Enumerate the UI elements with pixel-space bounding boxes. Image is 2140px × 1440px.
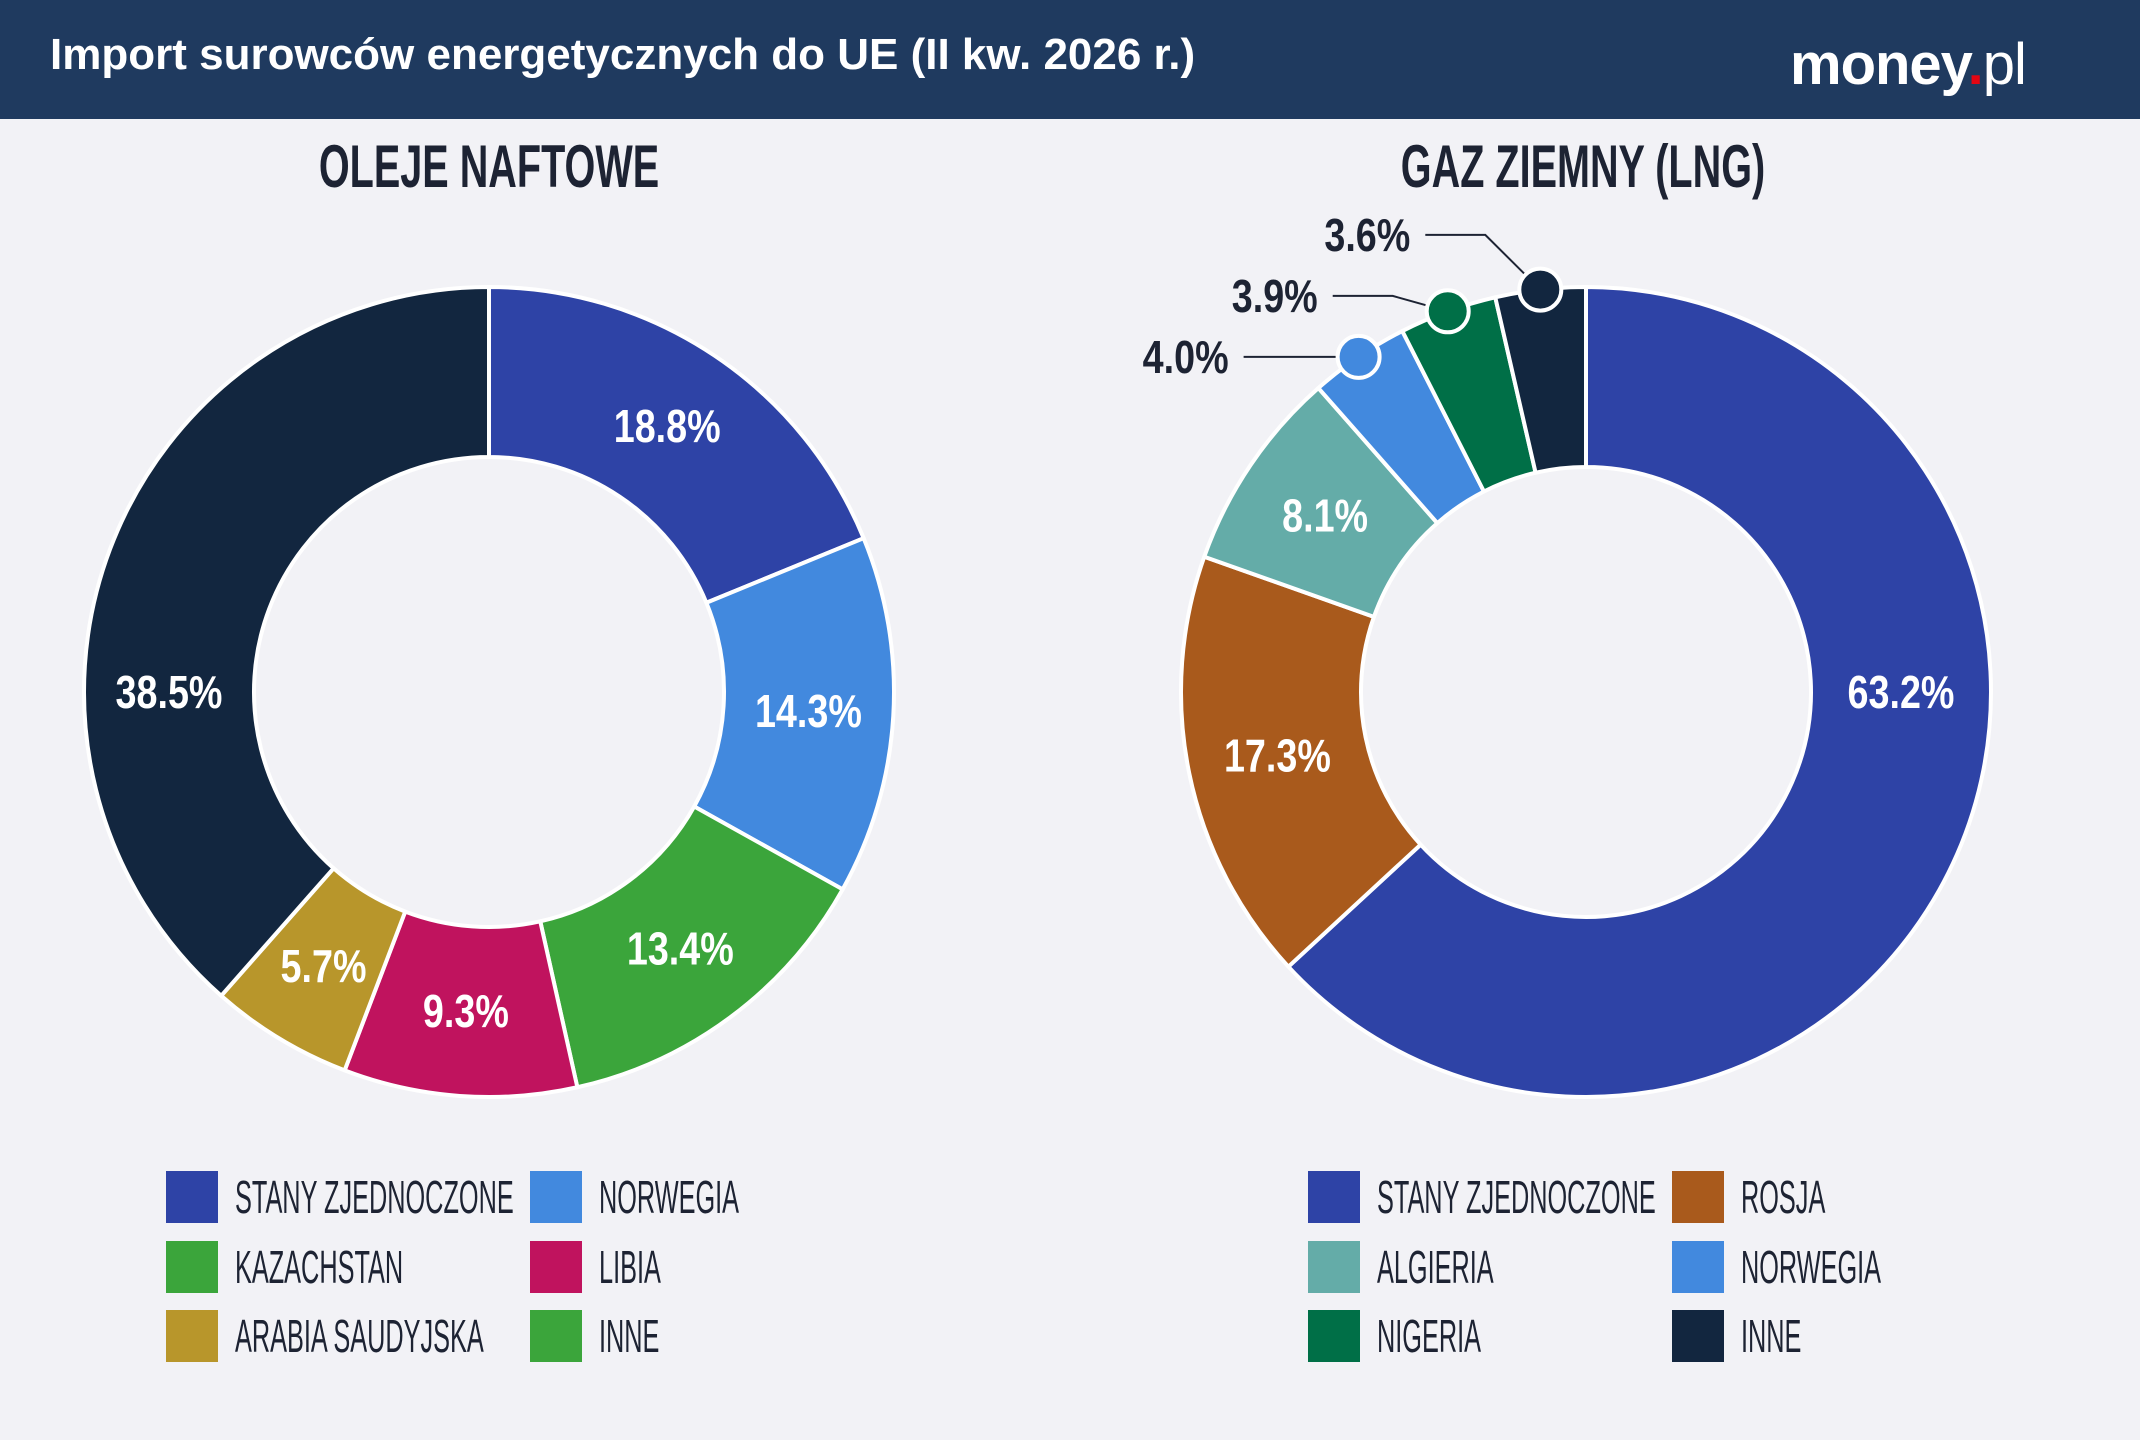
slice-rosja	[1179, 554, 1423, 969]
legend-swatch	[1672, 1310, 1724, 1362]
legend-item-arabia-saudyjska: ARABIA SAUDYJSKA	[166, 1310, 484, 1362]
legend-label: KAZACHSTAN	[235, 1241, 403, 1293]
logo-wordmark: money	[1790, 32, 1969, 97]
money-pl-logo: money.pl	[1790, 36, 2027, 94]
callout-dots	[1335, 266, 1564, 380]
legend-swatch	[530, 1171, 582, 1223]
logo-domain: pl	[1982, 32, 2027, 97]
value-label-inne: 38.5%	[116, 666, 223, 717]
value-label-nigeria: 3.9%	[1232, 270, 1318, 321]
legend-label: LIBIA	[599, 1241, 661, 1293]
legend-item-stany-zjednoczone: STANY ZJEDNOCZONE	[1308, 1171, 1656, 1223]
legend-swatch	[1672, 1241, 1724, 1293]
value-labels: 63.2% 17.3% 8.1% 4.0%3.9%3.6%	[1143, 209, 1955, 781]
legend-label: ALGIERIA	[1377, 1241, 1494, 1293]
page-title: Import surowców energetycznych do UE (II…	[50, 30, 1196, 79]
legend-label: NORWEGIA	[1741, 1241, 1881, 1293]
value-label-inne: 3.6%	[1324, 209, 1410, 260]
chart-title: OLEJE NAFTOWE	[319, 133, 659, 200]
legend-item-inne: INNE	[1672, 1310, 1801, 1362]
header-bar: Import surowców energetycznych do UE (II…	[0, 0, 2140, 119]
legend-label: NORWEGIA	[599, 1171, 739, 1223]
oil-donut-chart: OLEJE NAFTOWE 18.8% 14.3% 13.4% 9.3% 5.7% 38.…	[82, 133, 896, 1362]
value-label-algieria: 8.1%	[1282, 490, 1368, 541]
legend-item-nigeria: NIGERIA	[1308, 1310, 1481, 1362]
value-label-libia: 9.3%	[423, 986, 509, 1037]
callout-dot-inne	[1517, 266, 1564, 313]
legend-item-algieria: ALGIERIA	[1308, 1241, 1494, 1293]
donut-slices	[82, 285, 896, 1099]
legend-item-kazachstan: KAZACHSTAN	[166, 1241, 403, 1293]
chart-legend: STANY ZJEDNOCZONE NORWEGIA KAZACHSTAN LIBIA…	[166, 1171, 739, 1362]
slice-stany-zjednoczone	[487, 285, 866, 605]
value-label-kazachstan: 13.4%	[627, 923, 734, 974]
lng-donut-chart: GAZ ZIEMNY (LNG) 63.2% 17.3% 8.1% 4.0%3.9%3…	[1143, 133, 1993, 1362]
callout-dot-nigeria	[1424, 288, 1471, 335]
legend-item-stany-zjednoczone: STANY ZJEDNOCZONE	[166, 1171, 514, 1223]
legend-label: INNE	[1741, 1310, 1801, 1362]
value-label-arabia-saudyjska: 5.7%	[281, 940, 367, 991]
slice-inne	[82, 285, 491, 998]
callout-dot-norwegia	[1335, 333, 1382, 380]
legend-swatch	[1308, 1171, 1360, 1223]
legend-label: NIGERIA	[1377, 1310, 1481, 1362]
value-labels: 18.8% 14.3% 13.4% 9.3% 5.7% 38.5%	[116, 401, 862, 1037]
slice-stany-zjednoczone	[1286, 285, 1993, 1099]
slice-norwegia	[692, 536, 896, 892]
slice-kazachstan	[538, 804, 845, 1090]
legend-swatch	[166, 1310, 218, 1362]
value-label-norwegia: 4.0%	[1143, 331, 1229, 382]
legend-item-norwegia: NORWEGIA	[1672, 1241, 1881, 1293]
chart-legend: STANY ZJEDNOCZONE ROSJA ALGIERIA NORWEGIA NI…	[1308, 1171, 1881, 1362]
legend-label: STANY ZJEDNOCZONE	[235, 1171, 514, 1223]
chart-title: GAZ ZIEMNY (LNG)	[1401, 133, 1765, 200]
legend-swatch	[530, 1241, 582, 1293]
legend-swatch	[166, 1241, 218, 1293]
value-label-stany-zjednoczone: 18.8%	[614, 401, 721, 452]
legend-label: ARABIA SAUDYJSKA	[235, 1310, 484, 1362]
legend-swatch	[1308, 1241, 1360, 1293]
legend-swatch	[1672, 1171, 1724, 1223]
legend-item-norwegia: NORWEGIA	[530, 1171, 739, 1223]
value-label-norwegia: 14.3%	[755, 686, 862, 737]
logo-dot: .	[1967, 32, 1984, 97]
legend-swatch	[1308, 1310, 1360, 1362]
value-label-stany-zjednoczone: 63.2%	[1848, 666, 1955, 717]
legend-swatch	[530, 1310, 582, 1362]
legend-item-rosja: ROSJA	[1672, 1171, 1825, 1223]
legend-label: STANY ZJEDNOCZONE	[1377, 1171, 1656, 1223]
legend-label: INNE	[599, 1310, 659, 1362]
callout-line-inne	[1425, 233, 1542, 291]
value-label-rosja: 17.3%	[1224, 730, 1331, 781]
legend-item-inne: INNE	[530, 1310, 659, 1362]
legend-label: ROSJA	[1741, 1171, 1825, 1223]
legend-swatch	[166, 1171, 218, 1223]
legend-item-libia: LIBIA	[530, 1241, 661, 1293]
